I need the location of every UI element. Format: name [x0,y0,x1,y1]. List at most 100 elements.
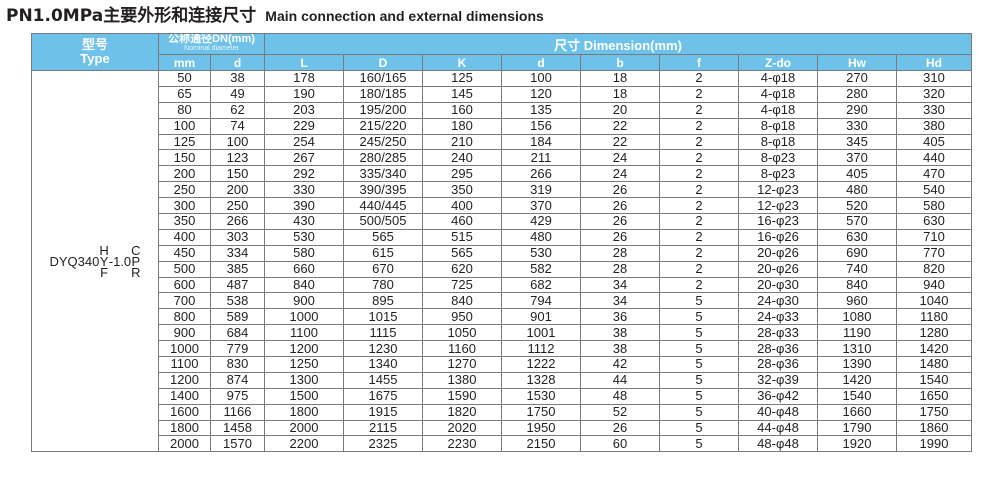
table-row: 500 385 660 670 620 582 28 2 20-φ26 740 820 [32,260,973,278]
table-body: DYQ340 H Y F -1.0 C P R 50 38 178 160/165 125 100 18 2 4… [31,69,973,453]
table-cell: 1790 [817,419,897,437]
column-header: b [580,54,660,71]
table-cell: 150 [158,149,211,167]
table-cell: 1040 [895,292,973,310]
table-cell: 530 [264,228,344,246]
table-cell: 2000 [158,435,211,453]
table-cell: 250 [210,197,265,215]
table-cell: 1650 [895,387,973,405]
table-cell: 160/165 [343,70,423,87]
table-row: 700 538 900 895 840 794 34 5 24-φ30 960 1040 [32,292,973,310]
table-cell: 38 [580,324,660,342]
table-cell: 1390 [817,356,897,373]
table-cell: 1540 [817,387,897,405]
table-cell: 195/200 [343,101,423,119]
column-header: K [422,54,502,71]
table-cell: 350 [422,181,502,199]
table-cell: 1200 [158,371,211,389]
table-cell: 1458 [210,419,265,437]
table-cell: 1915 [343,403,423,421]
table-cell: 44-φ48 [738,419,818,437]
column-header: Z-do [738,54,818,71]
table-cell: 1600 [158,403,211,421]
table-cell: 1455 [343,371,423,389]
title-en: Main connection and external dimensions [265,8,544,24]
table-cell: 28 [580,244,660,262]
page-title: PN1.0MPa主要外形和连接尺寸 Main connection and ex… [6,4,544,28]
table-row: DYQ340 H Y F -1.0 C P R 50 38 178 160/165 125 100 18 2 4… [31,69,973,453]
table-cell: 1750 [895,403,973,421]
table-cell: 1420 [895,340,973,358]
table-row: 350 266 430 500/505 460 429 26 2 16-φ23 570 630 [32,213,973,230]
table-cell: 2 [659,165,739,183]
table-cell: 630 [895,213,973,230]
table-cell: 200 [210,181,265,199]
table-cell: 203 [264,101,344,119]
table-cell: 390/395 [343,181,423,199]
table-cell: 2 [659,70,739,87]
table-row: 2000 1570 2200 2325 2230 2150 60 5 48-φ48 1920 199… [32,435,973,453]
table-cell: 901 [501,308,581,326]
table-cell: 5 [659,371,739,389]
model-code-part: R [131,264,141,280]
table-cell: 16-φ23 [738,213,818,230]
table-cell: 740 [817,260,897,278]
table-cell: 670 [343,260,423,278]
table-cell: 2 [659,228,739,246]
table-cell: 245/250 [343,133,423,151]
table-cell: 290 [817,101,897,119]
table-cell: 1000 [264,308,344,326]
table-cell: 20-φ26 [738,244,818,262]
dimension-table: 型号 Type 公称通径DN(mm) Nominal diameter 尺寸 D… [31,33,973,453]
table-cell: 26 [580,419,660,437]
table-cell: 38 [210,70,265,87]
table-cell: 1800 [264,403,344,421]
table-cell: 1860 [895,419,973,437]
table-cell: 1160 [422,340,502,358]
table-cell: 345 [817,133,897,151]
model-code-part: H [99,242,109,258]
model-code-part: DYQ340 [49,253,100,269]
table-cell: 487 [210,276,265,294]
table-cell: 770 [895,244,973,262]
table-cell: 405 [895,133,973,151]
type-header-en: Type [80,51,110,66]
table-row: 1200 874 1300 1455 1380 1328 44 5 32-φ39 1420 1540 [32,371,973,389]
table-cell: 1750 [501,403,581,421]
table-cell: 34 [580,292,660,310]
table-cell: 370 [817,149,897,167]
table-cell: 254 [264,133,344,151]
table-cell: 660 [264,260,344,278]
table-cell: 1328 [501,371,581,389]
table-cell: 200 [158,165,211,183]
table-cell: 2150 [501,435,581,453]
table-cell: 125 [158,133,211,151]
table-cell: 779 [210,340,265,358]
table-cell: 280/285 [343,149,423,167]
model-code-part: Y [99,253,109,269]
table-cell: 400 [158,228,211,246]
table-cell: 1270 [422,356,502,373]
table-cell: 1800 [158,419,211,437]
table-cell: 330 [264,181,344,199]
table-cell: 1400 [158,387,211,405]
table-cell: 40-φ48 [738,403,818,421]
column-header: Hd [895,54,973,71]
table-cell: 1380 [422,371,502,389]
table-row: 1600 1166 1800 1915 1820 1750 52 5 40-φ48 1660 175… [32,403,973,421]
table-cell: 5 [659,387,739,405]
table-cell: 180 [422,117,502,135]
dn-header-cn: 公称通径DN(mm) [168,33,255,45]
table-cell: 1200 [264,340,344,358]
model-code-part: P [131,253,141,269]
table-cell: 5 [659,356,739,373]
table-row: 900 684 1100 1115 1050 1001 38 5 28-φ33 1190 1280 [32,324,973,342]
table-cell: 65 [158,85,211,103]
table-cell: 145 [422,85,502,103]
table-cell: 1310 [817,340,897,358]
model-code-part: F [100,264,109,280]
table-cell: 1990 [895,435,973,453]
table-cell: 62 [210,101,265,119]
table-cell: 100 [501,70,581,87]
